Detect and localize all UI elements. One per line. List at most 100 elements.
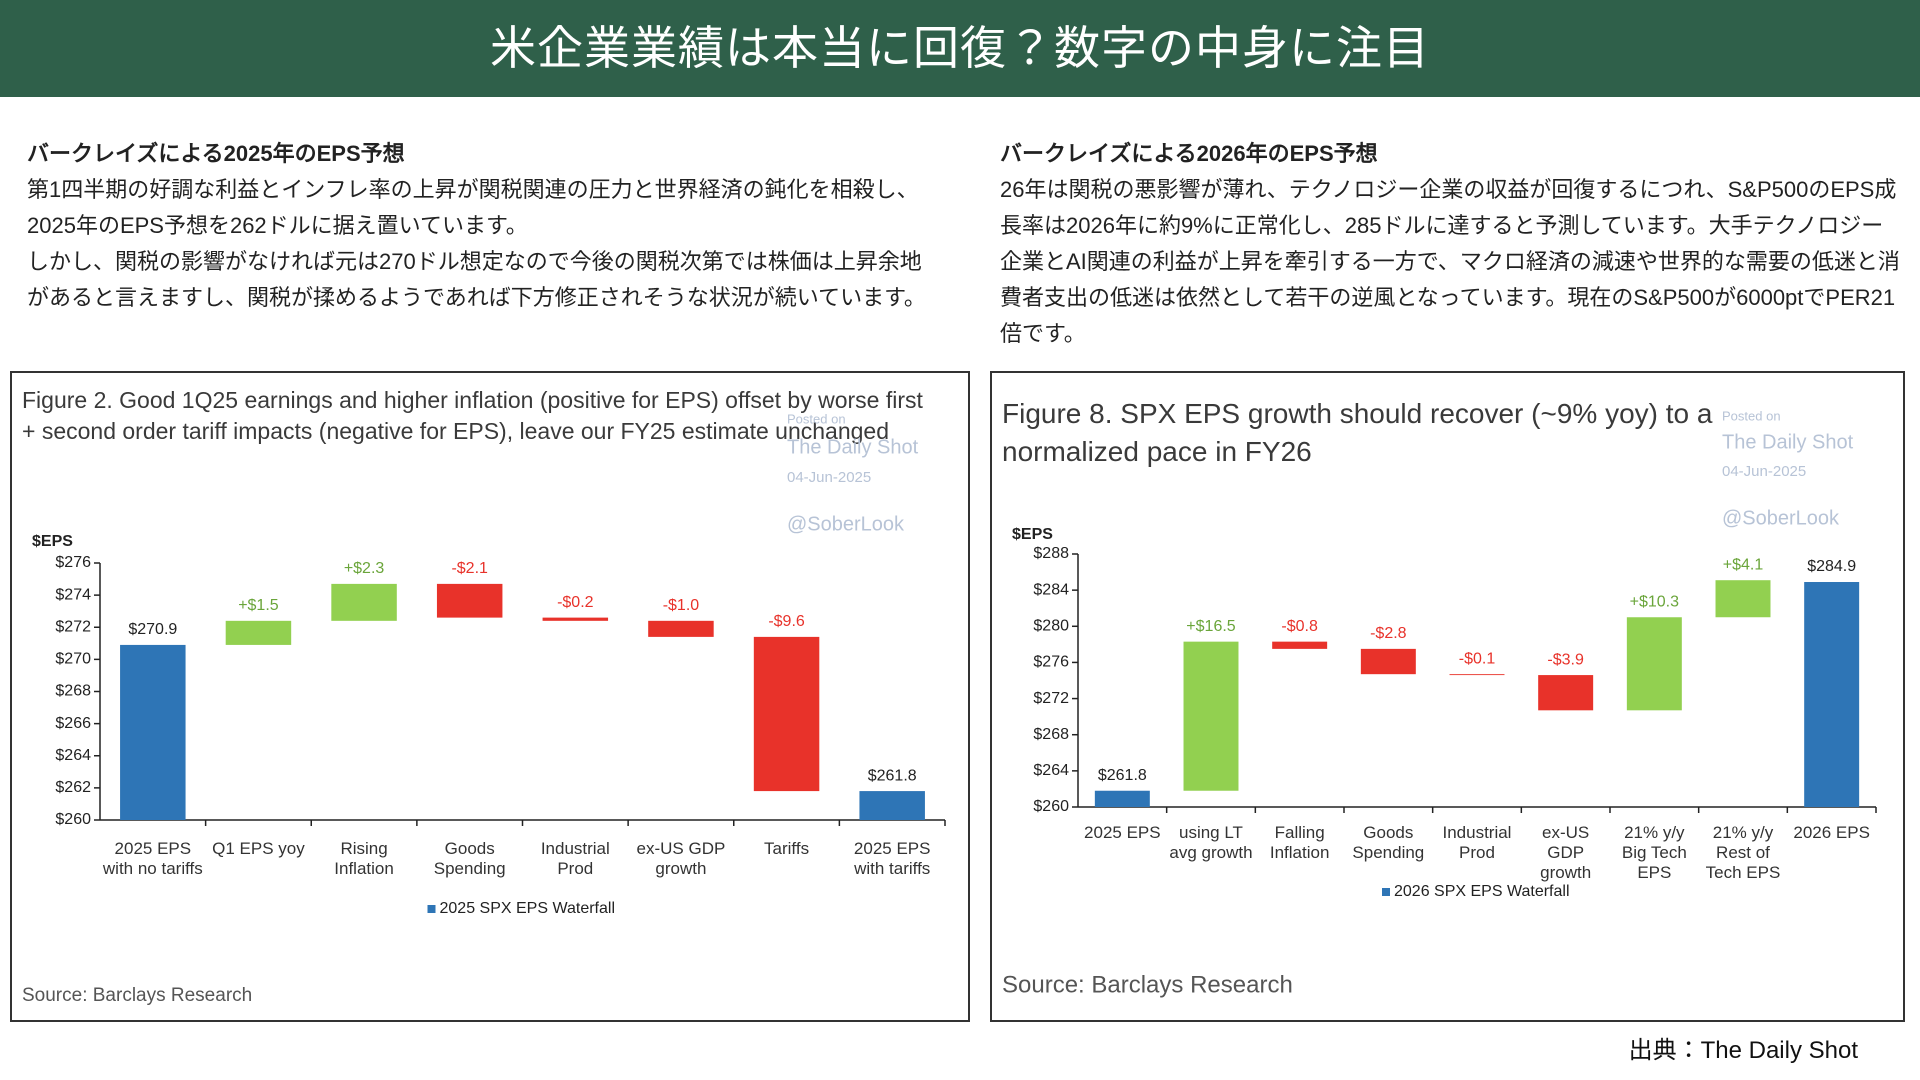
paragraph: しかし、関税の影響がなければ元は270ドル想定なので今後の関税次第では株価は上昇… [27, 249, 926, 310]
x-tick-label: 2025 EPS with no tariffs [102, 839, 203, 878]
source-note: Source: Barclays Research [22, 985, 252, 1006]
bar [331, 583, 397, 621]
value-label: -$9.6 [768, 613, 805, 630]
x-tick-label: Tariffs [764, 839, 810, 858]
watermark: Posted on [1722, 408, 1781, 423]
x-tick-label-box: Goods Spending [433, 839, 506, 878]
value-label: +$1.5 [238, 597, 279, 614]
x-tick-label-box: Tariffs [764, 839, 810, 858]
x-tick-label-box: Rising Inflation [334, 839, 394, 878]
x-tick-label: Goods Spending [1352, 823, 1425, 862]
source-note: Source: Barclays Research [1002, 971, 1293, 998]
x-tick-label: 2025 EPS with tariffs [853, 839, 931, 878]
x-tick-label-box: Industrial Prod [540, 839, 610, 878]
value-label: $261.8 [868, 767, 917, 784]
paragraph: 第1四半期の好調な利益とインフレ率の上昇が関税関連の圧力と世界経済の鈍化を相殺し… [27, 177, 919, 238]
value-label: -$0.2 [557, 594, 594, 611]
y-tick-label: $272 [1033, 690, 1069, 707]
slide-title: 米企業業績は本当に回復？数字の中身に注目 [0, 0, 1920, 97]
value-label: +$16.5 [1186, 618, 1235, 635]
bar [120, 644, 186, 820]
watermark: 04-Jun-2025 [1722, 463, 1806, 480]
section-heading: バークレイズによる2026年のEPS予想 [1000, 141, 1378, 166]
bar [542, 617, 609, 621]
text-section: バークレイズによる2026年のEPS予想 26年は関税の悪影響が薄れ、テクノロジ… [1000, 136, 1900, 352]
bar [225, 620, 292, 645]
x-tick-label-box: Goods Spending [1352, 823, 1425, 862]
x-tick-label: 21% y/y Rest of Tech EPS [1705, 823, 1781, 882]
value-label: +$10.3 [1630, 593, 1679, 610]
bar [1626, 617, 1682, 711]
bar [1449, 674, 1505, 676]
x-tick-label: Industrial Prod [540, 839, 610, 878]
chart-title-box: Figure 8. SPX EPS growth should recover … [1002, 398, 1713, 467]
y-tick-label: $274 [55, 586, 91, 603]
x-tick-label: 21% y/y Big Tech EPS [1621, 823, 1687, 882]
x-tick-label-box: using LT avg growth [1169, 823, 1253, 862]
bar [1715, 580, 1771, 618]
watermark: The Daily Shot [787, 436, 919, 458]
chart-title: Figure 2. Good 1Q25 earnings and higher … [22, 387, 923, 444]
bar [1360, 648, 1416, 675]
x-tick-label: Falling Inflation [1269, 823, 1330, 862]
y-tick-label: $260 [55, 811, 91, 828]
value-label: $270.9 [128, 621, 177, 638]
chart-panel: Figure 8. SPX EPS growth should recover … [990, 371, 1905, 1022]
bar [1804, 582, 1860, 807]
y-tick-label: $280 [1033, 618, 1069, 635]
x-tick-label-box: 21% y/y Big Tech EPS [1621, 823, 1687, 882]
bar [1272, 641, 1328, 649]
y-axis-label: $EPS [1012, 526, 1053, 543]
legend-label: 2026 SPX EPS Waterfall [1394, 883, 1570, 900]
paragraph: 26年は関税の悪影響が薄れ、テクノロジー企業の収益が回復するにつれ、S&P500… [1000, 177, 1900, 346]
y-tick-label: $284 [1033, 581, 1069, 598]
value-label: +$2.3 [344, 560, 385, 577]
chart-panel: Figure 2. Good 1Q25 earnings and higher … [10, 371, 970, 1022]
watermark: The Daily Shot [1722, 431, 1854, 453]
value-label: -$2.1 [451, 560, 488, 577]
value-label: -$1.0 [663, 597, 700, 614]
x-tick-label: ex-US GDP growth [1540, 823, 1592, 882]
watermark: Posted on [787, 411, 846, 426]
x-tick-label-box: ex-US GDP growth [1540, 823, 1592, 882]
chart: Figure 2. Good 1Q25 earnings and higher … [22, 387, 946, 1006]
chart-title: Figure 8. SPX EPS growth should recover … [1002, 398, 1713, 467]
bar [1538, 675, 1594, 711]
x-tick-label-box: 2025 EPS with tariffs [853, 839, 931, 878]
value-label: +$4.1 [1723, 556, 1764, 573]
bar [1183, 641, 1239, 791]
x-tick-label-box: 2025 EPS [1084, 823, 1161, 842]
x-tick-label: 2025 EPS [1084, 823, 1161, 842]
legend-swatch [1382, 888, 1390, 896]
x-tick-label-box: Industrial Prod [1442, 823, 1512, 862]
x-tick-label: Goods Spending [433, 839, 506, 878]
bar [436, 583, 503, 618]
y-tick-label: $268 [55, 683, 91, 700]
x-tick-label-box: 21% y/y Rest of Tech EPS [1705, 823, 1781, 882]
value-label: $284.9 [1807, 558, 1856, 575]
x-tick-label: using LT avg growth [1169, 823, 1253, 862]
y-tick-label: $262 [55, 779, 91, 796]
section-heading: バークレイズによる2025年のEPS予想 [27, 141, 405, 166]
x-tick-label-box: 2026 EPS [1793, 823, 1870, 842]
value-label: -$2.8 [1370, 625, 1407, 642]
y-axis-label: $EPS [32, 533, 73, 550]
value-label: -$0.1 [1459, 650, 1496, 667]
x-tick-label-box: ex-US GDP growth [636, 839, 726, 878]
x-tick-label: Q1 EPS yoy [212, 839, 305, 858]
chart: Figure 8. SPX EPS growth should recover … [1002, 398, 1877, 998]
watermark: 04-Jun-2025 [787, 469, 871, 486]
x-tick-label: ex-US GDP growth [636, 839, 726, 878]
chart-title-box: Figure 2. Good 1Q25 earnings and higher … [22, 387, 923, 444]
credit: 出典：The Daily Shot [1628, 1037, 1858, 1064]
value-label: -$0.8 [1281, 618, 1318, 635]
x-tick-label: Rising Inflation [334, 839, 394, 878]
x-tick-label: Industrial Prod [1442, 823, 1512, 862]
x-tick-label: 2026 EPS [1793, 823, 1870, 842]
y-tick-label: $270 [55, 651, 91, 668]
y-tick-label: $288 [1033, 545, 1069, 562]
x-tick-label-box: 2025 EPS with no tariffs [102, 839, 203, 878]
y-tick-label: $268 [1033, 726, 1069, 743]
watermark: @SoberLook [1722, 507, 1840, 529]
